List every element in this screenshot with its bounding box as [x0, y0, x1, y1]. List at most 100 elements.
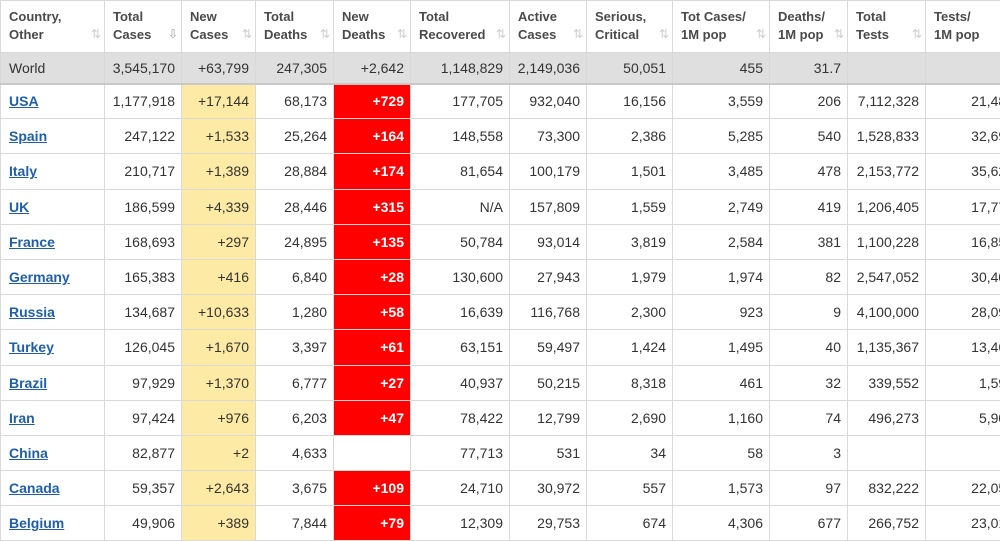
column-header-new-deaths[interactable]: New Deaths ⇅ — [333, 0, 411, 53]
cell-serious-critical: 1,979 — [586, 258, 673, 296]
cell-country: Canada — [0, 470, 105, 507]
cell-serious-critical: 674 — [586, 505, 673, 541]
cell-new-cases: +1,533 — [181, 118, 256, 155]
cell-tot-cases-per-1m: 1,495 — [672, 329, 770, 366]
country-link[interactable]: Brazil — [9, 374, 48, 391]
column-header-total-cases[interactable]: Total Cases ⇩ — [104, 0, 182, 53]
cell-serious-critical: 1,424 — [586, 329, 673, 366]
cell-total-deaths: 4,633 — [255, 434, 334, 472]
cell-tests-per-1m: 28,095 — [925, 294, 1000, 331]
cell-total-cases: 1,177,918 — [104, 82, 182, 120]
sort-icon[interactable]: ⇅ — [833, 27, 844, 41]
cell-total-tests — [847, 434, 926, 472]
country-link[interactable]: Spain — [9, 128, 48, 145]
sort-icon[interactable]: ⇅ — [495, 27, 506, 41]
sort-icon[interactable]: ⇅ — [319, 27, 330, 41]
cell-total-recovered: 177,705 — [410, 82, 510, 120]
cell-deaths-per-1m: 3 — [769, 434, 848, 472]
cell-total-cases: 97,929 — [104, 364, 182, 401]
cell-total-tests — [847, 52, 926, 85]
cell-total-tests: 7,112,328 — [847, 82, 926, 120]
cell-total-tests: 832,222 — [847, 470, 926, 507]
table-row: Iran 97,424 +976 6,203 +47 78,422 12,799 2,690 1… — [0, 399, 1000, 436]
cell-country: UK — [0, 188, 105, 225]
cell-country: Brazil — [0, 364, 105, 401]
cell-total-recovered: 130,600 — [410, 258, 510, 296]
cell-total-deaths: 6,777 — [255, 364, 334, 401]
cell-active-cases: 100,179 — [509, 153, 587, 190]
cell-total-cases: 82,877 — [104, 434, 182, 472]
sort-icon[interactable]: ⇅ — [658, 27, 669, 41]
cell-deaths-per-1m: 9 — [769, 294, 848, 331]
sort-icon[interactable]: ⇅ — [911, 27, 922, 41]
cell-tot-cases-per-1m: 1,573 — [672, 470, 770, 507]
cell-new-cases: +976 — [181, 399, 256, 436]
country-link[interactable]: France — [9, 233, 55, 250]
world-row: World 3,545,170 +63,799 247,305 +2,642 1,148,… — [0, 52, 1000, 85]
cell-total-recovered: 148,558 — [410, 118, 510, 155]
column-header-total-tests[interactable]: Total Tests ⇅ — [847, 0, 926, 53]
cell-active-cases: 27,943 — [509, 258, 587, 296]
country-link[interactable]: Iran — [9, 409, 35, 426]
column-header-deaths-per-1m[interactable]: Deaths/ 1M pop ⇅ — [769, 0, 848, 53]
cell-total-deaths: 6,203 — [255, 399, 334, 436]
table-row: Germany 165,383 +416 6,840 +28 130,600 27,943 1… — [0, 258, 1000, 296]
cell-new-cases: +1,389 — [181, 153, 256, 190]
country-link[interactable]: UK — [9, 198, 30, 215]
country-link[interactable]: China — [9, 444, 48, 461]
cell-new-deaths: +61 — [333, 329, 411, 366]
cell-country: Belgium — [0, 505, 105, 541]
cell-tot-cases-per-1m: 4,306 — [672, 505, 770, 541]
column-header-label: Deaths/ 1M pop — [778, 9, 825, 42]
column-header-serious-critical[interactable]: Serious, Critical ⇅ — [586, 0, 673, 53]
sort-icon[interactable]: ⇅ — [396, 27, 407, 41]
cell-country: Italy — [0, 153, 105, 190]
cell-new-cases: +2 — [181, 434, 256, 472]
column-header-country[interactable]: Country, Other ⇅ — [0, 0, 105, 53]
cell-new-deaths: +27 — [333, 364, 411, 401]
table-header-row: Country, Other ⇅ Total Cases ⇩ New Cases ⇅ Tot… — [0, 0, 1000, 53]
table-row: Canada 59,357 +2,643 3,675 +109 24,710 30,972 5… — [0, 470, 1000, 507]
country-link[interactable]: Italy — [9, 163, 38, 180]
cell-total-recovered: 77,713 — [410, 434, 510, 472]
cell-serious-critical: 2,386 — [586, 118, 673, 155]
cell-country: Germany — [0, 258, 105, 296]
column-header-tests-per-1m[interactable]: Tests/ 1M pop⇅ — [925, 0, 1000, 53]
country-link[interactable]: Canada — [9, 480, 60, 497]
cell-active-cases: 2,149,036 — [509, 52, 587, 85]
cell-total-recovered: 24,710 — [410, 470, 510, 507]
sort-icon[interactable]: ⇅ — [241, 27, 252, 41]
sort-desc-icon[interactable]: ⇩ — [167, 27, 178, 41]
cell-total-recovered: 12,309 — [410, 505, 510, 541]
cell-new-deaths: +135 — [333, 223, 411, 260]
country-link[interactable]: Turkey — [9, 339, 54, 356]
cell-country: Russia — [0, 294, 105, 331]
cell-total-cases: 3,545,170 — [104, 52, 182, 85]
country-link[interactable]: Germany — [9, 269, 70, 286]
sort-icon[interactable]: ⇅ — [755, 27, 766, 41]
cell-total-tests: 266,752 — [847, 505, 926, 541]
table-row: Russia 134,687 +10,633 1,280 +58 16,639 116,76… — [0, 294, 1000, 331]
cell-tests-per-1m: 35,622 — [925, 153, 1000, 190]
sort-icon[interactable]: ⇅ — [572, 27, 583, 41]
cell-tot-cases-per-1m: 5,285 — [672, 118, 770, 155]
column-header-label: Total Recovered — [419, 9, 486, 42]
cell-tests-per-1m: 1,597 — [925, 364, 1000, 401]
column-header-tot-cases-per-1m[interactable]: Tot Cases/ 1M pop ⇅ — [672, 0, 770, 53]
column-header-active-cases[interactable]: Active Cases ⇅ — [509, 0, 587, 53]
country-link[interactable]: Russia — [9, 304, 55, 321]
column-header-total-deaths[interactable]: Total Deaths ⇅ — [255, 0, 334, 53]
cell-deaths-per-1m: 206 — [769, 82, 848, 120]
country-link[interactable]: Belgium — [9, 515, 65, 532]
column-header-label: New Deaths — [342, 9, 386, 42]
cell-total-recovered: N/A — [410, 188, 510, 225]
country-link[interactable]: USA — [9, 93, 39, 110]
cell-deaths-per-1m: 32 — [769, 364, 848, 401]
column-header-new-cases[interactable]: New Cases ⇅ — [181, 0, 256, 53]
cell-serious-critical: 50,051 — [586, 52, 673, 85]
sort-icon[interactable]: ⇅ — [90, 27, 101, 41]
cell-total-tests: 2,153,772 — [847, 153, 926, 190]
column-header-total-recovered[interactable]: Total Recovered ⇅ — [410, 0, 510, 53]
cell-tests-per-1m: 17,771 — [925, 188, 1000, 225]
